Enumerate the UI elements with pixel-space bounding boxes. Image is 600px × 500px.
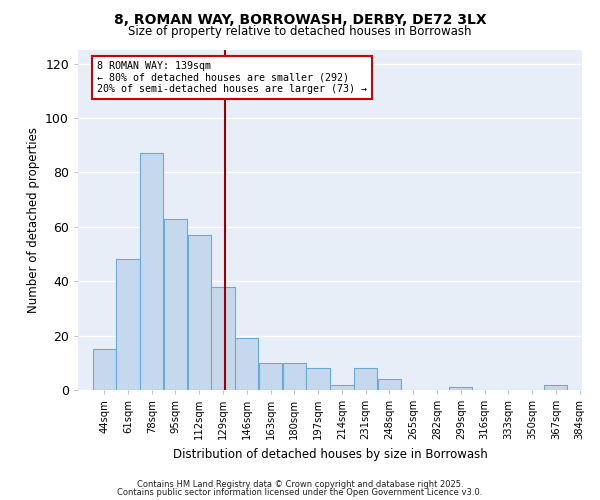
Bar [164, 218, 187, 390]
Text: 8 ROMAN WAY: 139sqm
← 80% of detached houses are smaller (292)
20% of semi-detac: 8 ROMAN WAY: 139sqm ← 80% of detached ho… [97, 61, 367, 94]
Bar [330, 384, 353, 390]
X-axis label: Distribution of detached houses by size in Borrowash: Distribution of detached houses by size … [173, 448, 487, 460]
Bar [354, 368, 377, 390]
Bar [116, 260, 140, 390]
Y-axis label: Number of detached properties: Number of detached properties [26, 127, 40, 313]
Bar [544, 384, 568, 390]
Bar [449, 388, 472, 390]
Text: Size of property relative to detached houses in Borrowash: Size of property relative to detached ho… [128, 25, 472, 38]
Bar [188, 235, 211, 390]
Bar [307, 368, 330, 390]
Bar [259, 363, 282, 390]
Bar [211, 286, 235, 390]
Bar [378, 379, 401, 390]
Text: 8, ROMAN WAY, BORROWASH, DERBY, DE72 3LX: 8, ROMAN WAY, BORROWASH, DERBY, DE72 3LX [113, 12, 487, 26]
Text: Contains HM Land Registry data © Crown copyright and database right 2025.: Contains HM Land Registry data © Crown c… [137, 480, 463, 489]
Bar [140, 154, 163, 390]
Text: Contains public sector information licensed under the Open Government Licence v3: Contains public sector information licen… [118, 488, 482, 497]
Bar [235, 338, 259, 390]
Bar [92, 349, 116, 390]
Bar [283, 363, 306, 390]
